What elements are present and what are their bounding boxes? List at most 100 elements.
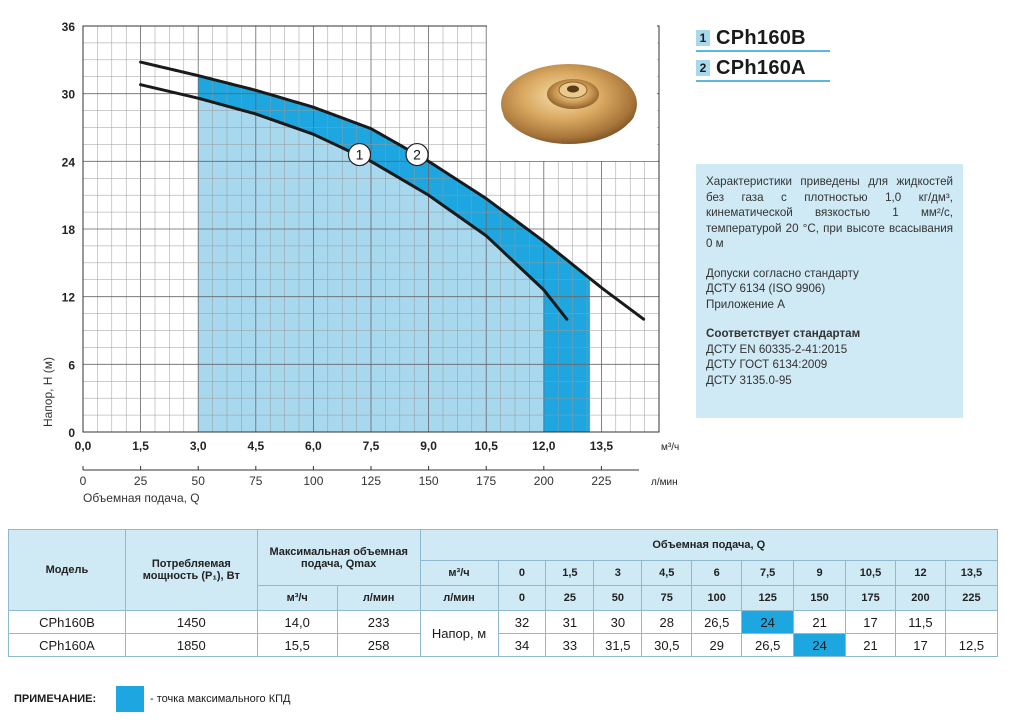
x-tick-label-secondary: 150 bbox=[419, 474, 439, 488]
head-cell: 17 bbox=[845, 610, 896, 634]
head-cell: 21 bbox=[845, 633, 896, 657]
info-standard-1: ДСТУ EN 60335-2-41:2015 bbox=[706, 342, 848, 356]
model-number: 1 bbox=[696, 30, 710, 46]
model-legend-1: 1 CPh160B bbox=[696, 26, 830, 52]
head-cell: 32 bbox=[497, 610, 547, 634]
head-cell: 31 bbox=[545, 610, 595, 634]
unit-m3h: м³/ч bbox=[419, 560, 499, 586]
x-axis-title: Объемная подача, Q bbox=[83, 491, 200, 505]
note-text: - точка максимального КПД bbox=[150, 693, 291, 705]
head-cell bbox=[944, 610, 999, 634]
flow-m3h-cell: 3 bbox=[593, 560, 643, 586]
y-tick-label: 24 bbox=[62, 155, 76, 169]
flow-m3h-cell: 9 bbox=[793, 560, 847, 586]
flow-m3h-cell: 7,5 bbox=[741, 560, 795, 586]
info-standard-2: ДСТУ ГОСТ 6134:2009 bbox=[706, 358, 828, 371]
row-power: 1450 bbox=[124, 610, 258, 634]
info-tolerance-title: Допуски согласно стандарту bbox=[706, 266, 859, 280]
x-tick-label-primary: 12,0 bbox=[532, 439, 556, 453]
x-tick-label-primary: 7,5 bbox=[363, 439, 380, 453]
x-tick-label-primary: 9,0 bbox=[420, 439, 437, 453]
header-power: Потребляемая мощность (P₁), Вт bbox=[124, 529, 258, 611]
flow-m3h-cell: 12 bbox=[894, 560, 946, 586]
flow-m3h-cell: 13,5 bbox=[944, 560, 999, 586]
model-underline bbox=[696, 50, 830, 52]
curve-label-circle bbox=[405, 142, 429, 167]
y-tick-label: 0 bbox=[68, 426, 75, 440]
x-tick-label-primary: 4,5 bbox=[247, 439, 264, 453]
head-cell: 28 bbox=[641, 610, 693, 634]
flow-lmin-cell: 75 bbox=[641, 585, 693, 611]
flow-lmin-cell: 150 bbox=[793, 585, 847, 611]
model-number: 2 bbox=[696, 60, 710, 76]
header-model: Модель bbox=[8, 529, 126, 611]
x-tick-label-secondary: 100 bbox=[303, 474, 323, 488]
info-tolerance-annex: Приложение А bbox=[706, 297, 785, 311]
head-cell: 34 bbox=[497, 633, 547, 657]
x-tick-label-secondary: 50 bbox=[192, 474, 206, 488]
head-cell: 12,5 bbox=[944, 633, 999, 657]
info-tolerance-std: ДСТУ 6134 (ISO 9906) bbox=[706, 282, 826, 295]
y-tick-label: 30 bbox=[62, 88, 76, 102]
flow-lmin-cell: 200 bbox=[894, 585, 946, 611]
head-cell: 24 bbox=[793, 633, 847, 657]
note: ПРИМЕЧАНИЕ: - точка максимального КПД bbox=[14, 686, 290, 712]
row-qmax-lmin: 258 bbox=[336, 633, 421, 657]
head-cell: 29 bbox=[691, 633, 743, 657]
flow-m3h-cell: 10,5 bbox=[845, 560, 896, 586]
row-model: CPh160B bbox=[8, 610, 126, 634]
model-underline bbox=[696, 80, 830, 82]
info-standard-3: ДСТУ 3135.0-95 bbox=[706, 373, 792, 387]
shaded-area-band bbox=[198, 75, 590, 432]
y-tick-label: 6 bbox=[68, 358, 75, 372]
impeller-image bbox=[487, 16, 657, 161]
row-model: CPh160A bbox=[8, 633, 126, 657]
x-tick-label-secondary: 175 bbox=[476, 474, 496, 488]
head-cell: 17 bbox=[894, 633, 946, 657]
header-flow: Объемная подача, Q bbox=[419, 529, 999, 561]
flow-m3h-cell: 4,5 bbox=[641, 560, 693, 586]
row-qmax-lmin: 233 bbox=[336, 610, 421, 634]
row-qmax-m3h: 15,5 bbox=[256, 633, 338, 657]
head-label: Напор, м bbox=[419, 610, 499, 657]
row-power: 1850 bbox=[124, 633, 258, 657]
x-tick-label-primary: 1,5 bbox=[132, 439, 149, 453]
x-tick-label-primary: 13,5 bbox=[590, 439, 614, 453]
head-cell: 26,5 bbox=[691, 610, 743, 634]
row-qmax-m3h: 14,0 bbox=[256, 610, 338, 634]
flow-m3h-cell: 1,5 bbox=[545, 560, 595, 586]
x-tick-label-primary: 6,0 bbox=[305, 439, 322, 453]
note-swatch bbox=[116, 686, 144, 712]
flow-lmin-cell: 125 bbox=[741, 585, 795, 611]
qmax-unit-m3h: м³/ч bbox=[256, 585, 338, 611]
curve-label-circle bbox=[347, 142, 372, 167]
header-qmax: Максимальная объемная подача, Qmax bbox=[256, 529, 421, 586]
x-tick-label-secondary: 0 bbox=[80, 474, 87, 488]
x-tick-label-primary: 3,0 bbox=[190, 439, 207, 453]
x-unit-secondary: л/мин bbox=[651, 477, 678, 488]
flow-m3h-cell: 0 bbox=[497, 560, 547, 586]
info-standards-title: Соответствует стандартам bbox=[706, 327, 861, 340]
flow-lmin-cell: 0 bbox=[497, 585, 547, 611]
x-tick-label-primary: 0,0 bbox=[75, 439, 92, 453]
x-tick-label-secondary: 25 bbox=[134, 474, 148, 488]
x-tick-label-secondary: 225 bbox=[591, 474, 611, 488]
performance-table: Модель Потребляемая мощность (P₁), Вт Ма… bbox=[8, 529, 999, 657]
head-cell: 30 bbox=[593, 610, 643, 634]
flow-lmin-cell: 25 bbox=[545, 585, 595, 611]
flow-m3h-cell: 6 bbox=[691, 560, 743, 586]
flow-lmin-cell: 50 bbox=[593, 585, 643, 611]
head-cell: 26,5 bbox=[741, 633, 795, 657]
flow-lmin-cell: 175 bbox=[845, 585, 896, 611]
model-legend-2: 2 CPh160A bbox=[696, 56, 830, 82]
head-cell: 24 bbox=[741, 610, 795, 634]
y-tick-label: 36 bbox=[62, 20, 76, 34]
model-name: CPh160A bbox=[716, 56, 806, 79]
y-tick-label: 18 bbox=[62, 223, 76, 237]
y-tick-label: 12 bbox=[62, 291, 76, 305]
head-cell: 11,5 bbox=[894, 610, 946, 634]
note-label: ПРИМЕЧАНИЕ: bbox=[14, 693, 97, 705]
info-box: Характеристики приведены для жидкостей б… bbox=[696, 164, 963, 418]
x-unit-primary: м³/ч bbox=[661, 442, 679, 453]
x-tick-label-secondary: 200 bbox=[534, 474, 554, 488]
